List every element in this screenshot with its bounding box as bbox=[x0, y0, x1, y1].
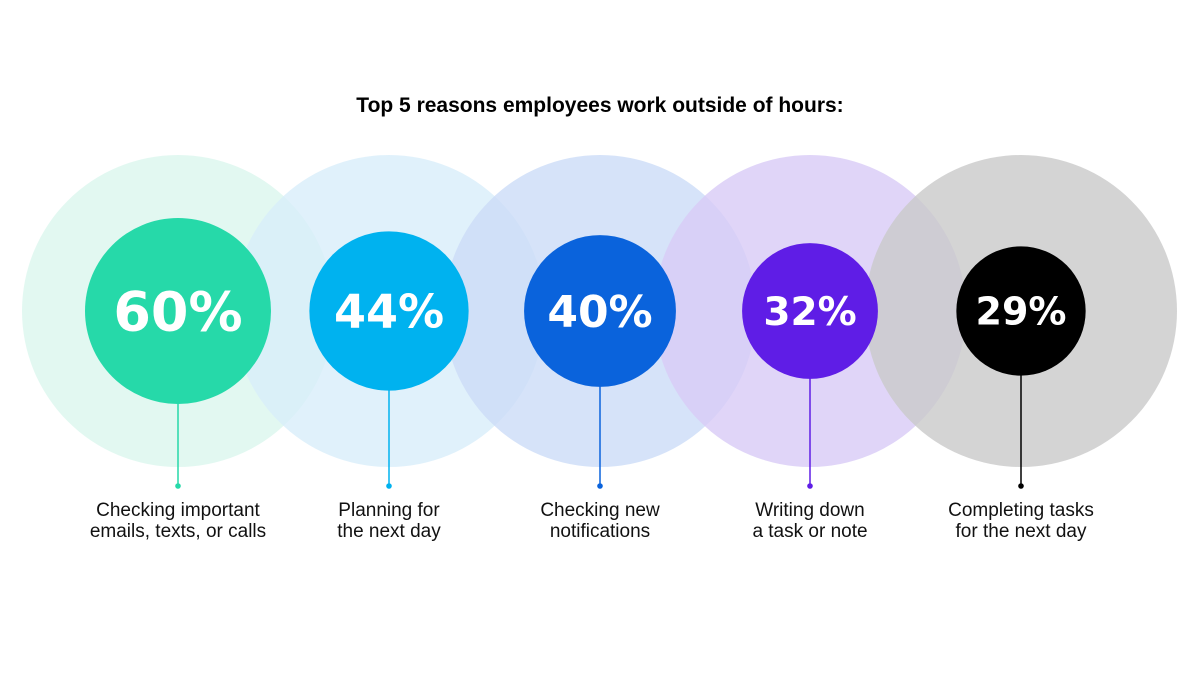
connector-dot bbox=[597, 483, 603, 489]
value-bubble bbox=[956, 246, 1086, 376]
connector-dot bbox=[386, 483, 392, 489]
value-label: 60% bbox=[113, 280, 242, 343]
category-label: Planning for bbox=[338, 500, 440, 521]
category-label: emails, texts, or calls bbox=[90, 521, 266, 542]
value-label: 40% bbox=[547, 287, 652, 338]
chart-title: Top 5 reasons employees work outside of … bbox=[356, 94, 843, 117]
value-bubble bbox=[524, 235, 676, 387]
value-bubble bbox=[85, 218, 271, 404]
connector-dot bbox=[807, 483, 813, 489]
category-label: Completing tasks bbox=[948, 500, 1094, 521]
connector-dot bbox=[1018, 483, 1024, 489]
category-label: Checking new bbox=[540, 500, 660, 521]
value-label: 44% bbox=[334, 285, 444, 339]
value-label: 32% bbox=[763, 290, 856, 335]
value-bubble bbox=[742, 243, 878, 379]
connector-dot bbox=[175, 483, 181, 489]
category-label: the next day bbox=[337, 521, 441, 542]
category-label: Checking important bbox=[96, 500, 260, 521]
value-bubble bbox=[309, 231, 469, 391]
category-label: for the next day bbox=[956, 521, 1087, 542]
category-label: a task or note bbox=[752, 521, 867, 542]
category-label: notifications bbox=[550, 521, 650, 542]
value-label: 29% bbox=[976, 290, 1067, 334]
category-label: Writing down bbox=[755, 500, 864, 521]
